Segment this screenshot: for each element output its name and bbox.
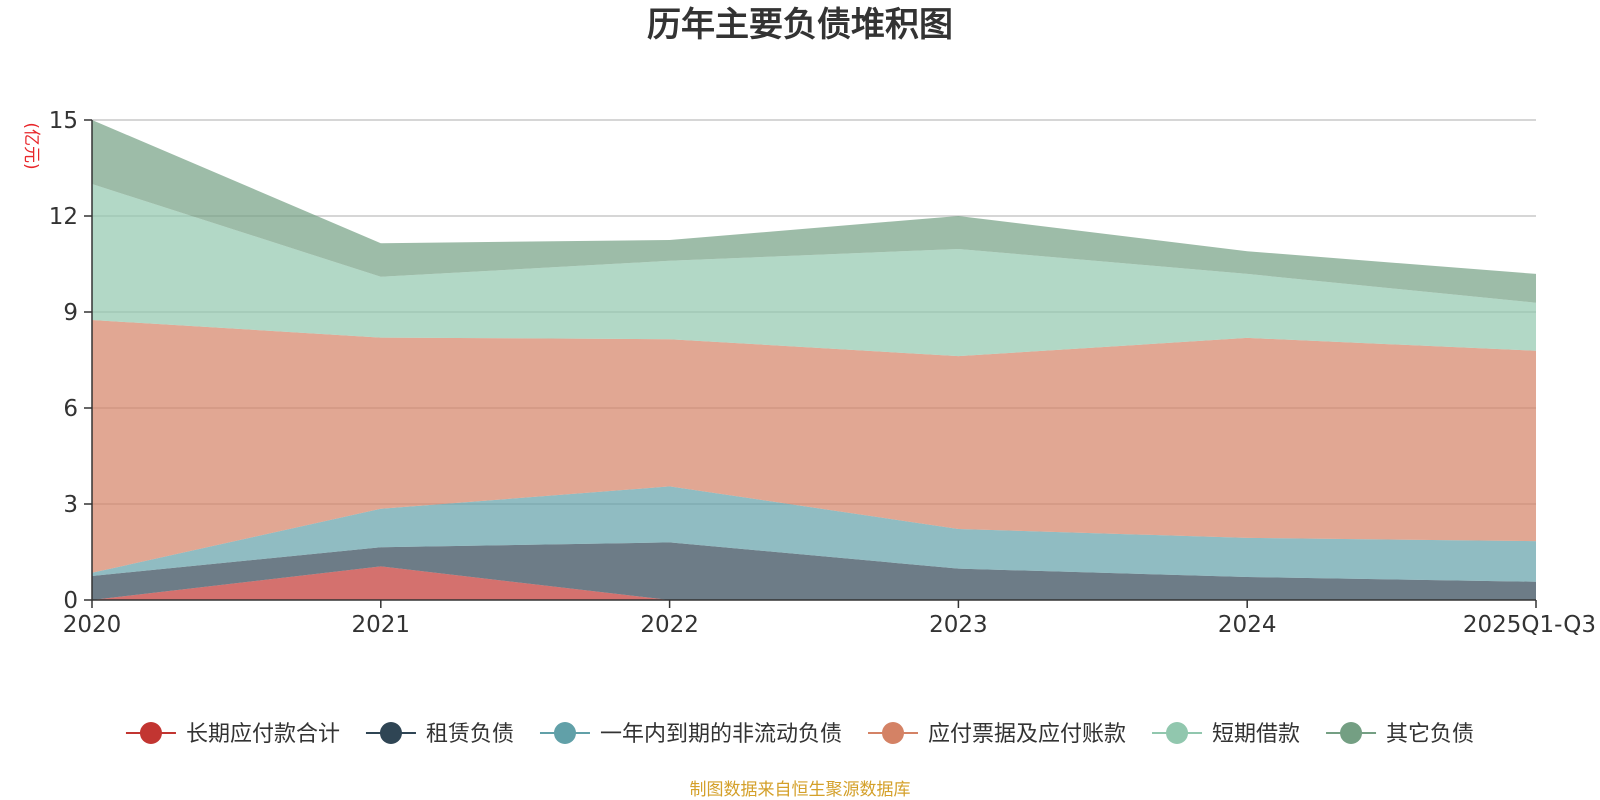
legend-circle-marker	[882, 722, 904, 744]
legend-circle-marker	[553, 722, 576, 744]
legend-label: 其它负债	[1386, 722, 1474, 747]
legend-circle-marker	[379, 722, 402, 744]
legend[interactable]: 长期应付款合计 租赁负债 一年内到期的非流动负债 应付票据及应付账款 短期借款 其它负债	[125, 722, 1474, 747]
x-tick-label: 2021	[352, 612, 411, 638]
area-series	[92, 320, 1536, 573]
legend-circle-marker	[1166, 722, 1189, 744]
x-tick-label: 2024	[1218, 612, 1277, 638]
area-series	[92, 542, 1536, 600]
y-axis-unit-label: (亿元)	[21, 122, 41, 169]
legend-label: 短期借款	[1212, 722, 1300, 747]
y-tick-label: 15	[49, 108, 78, 134]
legend-label: 长期应付款合计	[186, 722, 340, 747]
legend-item[interactable]: 一年内到期的非流动负债	[539, 722, 842, 747]
data-source-note: 制图数据来自恒生聚源数据库	[690, 780, 911, 800]
y-tick-label: 9	[63, 300, 78, 326]
x-tick-label: 2020	[63, 612, 122, 638]
legend-label: 应付票据及应付账款	[928, 722, 1126, 747]
legend-item[interactable]: 应付票据及应付账款	[868, 722, 1126, 747]
y-tick-label: 0	[63, 588, 78, 614]
legend-label: 租赁负债	[426, 722, 514, 747]
x-tick-label: 2022	[640, 612, 699, 638]
x-tick-label: 2023	[929, 612, 988, 638]
legend-item[interactable]: 长期应付款合计	[125, 722, 340, 747]
legend-circle-marker	[139, 722, 162, 744]
legend-item[interactable]: 短期借款	[1152, 722, 1300, 747]
legend-circle-marker	[1340, 722, 1363, 744]
area-series	[92, 184, 1536, 357]
legend-item[interactable]: 其它负债	[1326, 722, 1474, 747]
area-series-layer	[92, 120, 1536, 600]
legend-label: 一年内到期的非流动负债	[600, 722, 842, 747]
axes: 0 3 6 9 12 15 2020 2021 2022 2023 2024 2025Q1-Q3	[49, 108, 1596, 638]
area-series	[92, 486, 1536, 582]
legend-item[interactable]: 租赁负债	[365, 722, 514, 747]
x-tick-label: 2025Q1-Q3	[1463, 612, 1596, 638]
area-series	[92, 566, 1536, 600]
y-tick-label: 6	[63, 396, 78, 422]
y-tick-label: 3	[63, 492, 78, 518]
y-tick-label: 12	[49, 204, 78, 230]
chart-title: 历年主要负债堆积图	[647, 5, 953, 45]
area-series	[92, 120, 1536, 303]
